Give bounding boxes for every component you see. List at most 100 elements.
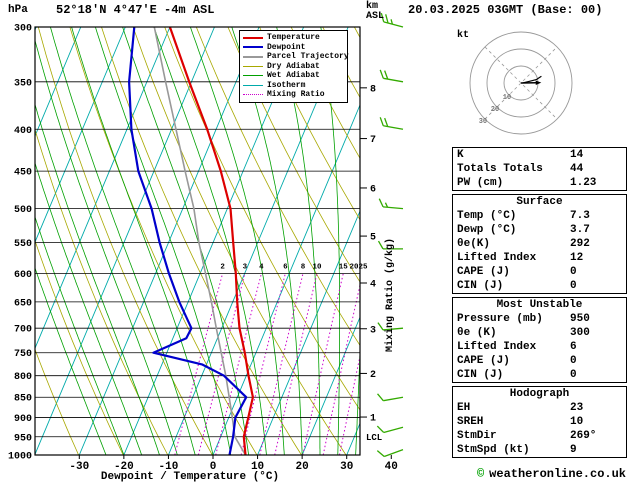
stats-row-label: Totals Totals [457, 163, 543, 175]
legend: Temperature Dewpoint Parcel Trajectory Dry … [239, 30, 349, 103]
temperature-tick-label: 20 [296, 461, 309, 473]
stats-row-label: Dewp (°C) [457, 224, 517, 236]
pressure-tick-label: 1000 [8, 452, 32, 463]
stats-section-indices: K 14 Totals Totals 44 PW (cm) 1.23 [452, 147, 627, 191]
alt-unit-asl: ASL [366, 11, 385, 22]
temperature-tick-label: 40 [385, 461, 398, 473]
wind-barbs [376, 12, 404, 458]
dewpoint-curve [128, 27, 248, 455]
altitude-axis: 1 2 3 4 5 6 7 8 [360, 84, 376, 425]
stats-row: Lifted Index 6 [453, 340, 626, 354]
legend-label: Parcel Trajectory [267, 52, 349, 62]
pressure-tick-label: 900 [14, 414, 32, 425]
stats-row-label: Temp (°C) [457, 210, 517, 222]
stats-row-label: CIN (J) [457, 369, 504, 381]
sounding-profiles [128, 27, 254, 455]
stats-row-value: 0 [570, 280, 577, 292]
stats-row-value: 300 [570, 327, 590, 339]
stats-row-label: EH [457, 402, 471, 414]
wind-barb-staff [383, 77, 404, 83]
pressure-tick-label: 750 [14, 349, 32, 360]
km-tick-label: 8 [370, 84, 376, 95]
stats-row-label: PW (cm) [457, 177, 504, 189]
wet-adiabat-line [35, 39, 178, 455]
mixing-ratio-value-label: 25 [358, 263, 368, 271]
stats-row: Lifted Index 12 [453, 251, 626, 265]
temperature-axis: -30 -20 -10 0 10 20 30 40 [69, 455, 398, 473]
legend-entry-wet-adiabat: Wet Adiabat [243, 71, 344, 81]
stats-row-value: 0 [570, 355, 577, 367]
stats-section-title: Surface [516, 196, 563, 208]
mixing-ratio-value-label: 10 [312, 263, 322, 271]
dry-adiabat-line [35, 348, 79, 455]
isotherm-line [212, 103, 360, 455]
km-tick-label: 7 [370, 135, 376, 146]
isotherm-line [78, 27, 260, 455]
dry-adiabat-line [37, 27, 213, 455]
isotherm-line [301, 316, 360, 455]
stats-row-label: θe(K) [457, 238, 491, 250]
pressure-tick-label: 300 [14, 24, 32, 35]
wind-barb-full-tick [379, 69, 384, 79]
wind-barb-half-tick [384, 202, 389, 208]
wind-barb-full-tick [377, 322, 384, 331]
dry-adiabat-line [227, 27, 360, 283]
mixing-ratio-line [215, 273, 262, 455]
hodograph-ring-label: 10 [503, 94, 511, 102]
mixing-ratio-value-label: 2 [220, 263, 225, 271]
stats-row-value: 44 [570, 163, 584, 175]
mixing-ratio-line [339, 354, 360, 455]
stats-section-title: Hodograph [509, 388, 570, 400]
isotherm-line [257, 209, 360, 455]
legend-line-sample [243, 94, 263, 96]
stats-row-value: 3.7 [570, 224, 590, 236]
stats-row: SREH 10 [453, 415, 626, 429]
legend-entry-temperature: Temperature [243, 33, 344, 43]
stats-section-most-unstable: Most Unstable Pressure (mb) 950 θe (K) 300 Li… [452, 297, 627, 383]
temperature-tick-label: 30 [340, 461, 353, 473]
pressure-tick-label: 350 [14, 78, 32, 89]
stats-section-hodograph: Hodograph EH 23 SREH 10 StmDir 269° StmSpd (kt)… [452, 386, 627, 458]
stats-row: StmDir 269° [453, 429, 626, 443]
stats-row-value: 7.3 [570, 210, 590, 222]
stats-row-value: 292 [570, 238, 590, 250]
stats-row: EH 23 [453, 401, 626, 415]
wind-barb-full-tick [385, 14, 389, 24]
legend-line-sample [243, 46, 263, 49]
hodograph-unit-label: kt [457, 29, 469, 41]
wind-barb-staff [383, 125, 404, 130]
stats-row-value: 12 [570, 252, 584, 264]
wind-barb-full-tick [384, 117, 389, 127]
storm-motion-arrowhead [535, 80, 542, 85]
mixing-ratio-line [302, 273, 344, 455]
wind-barb-staff [383, 21, 404, 28]
stats-row-label: CAPE (J) [457, 266, 510, 278]
plot-border [34, 26, 361, 456]
stats-row: θe (K) 300 [453, 326, 626, 340]
wet-adiabat-line [355, 343, 360, 455]
stats-row: K 14 [453, 148, 626, 162]
stats-row-label: StmDir [457, 430, 497, 442]
x-axis-label: Dewpoint / Temperature (°C) [100, 471, 280, 483]
legend-label: Dry Adiabat [267, 61, 320, 71]
km-tick-label: 6 [370, 184, 376, 195]
station-title: 52°18'N 4°47'E -4m ASL [56, 3, 215, 17]
km-tick-label: 2 [370, 370, 376, 381]
pressure-tick-label: 650 [14, 298, 32, 309]
mixing-ratio-line [197, 273, 246, 455]
copyright-text: weatheronline.co.uk [489, 467, 626, 481]
dry-adiabat-line [259, 27, 360, 221]
km-tick-label: 3 [370, 325, 376, 336]
isotherm-line [35, 27, 215, 455]
stats-row: StmSpd (kt) 9 [453, 443, 626, 457]
stats-row-value: 0 [570, 369, 577, 381]
parcel-trajectory-curve [153, 27, 247, 455]
stats-row-label: StmSpd (kt) [457, 444, 530, 456]
wet-adiabat-line [50, 27, 196, 455]
mixing-ratio-axis-label: Mixing Ratio (g/kg) [385, 237, 396, 352]
mixing-ratio-value-label: 8 [301, 263, 306, 271]
stats-tables: K 14 Totals Totals 44 PW (cm) 1.23 Surface Temp… [452, 147, 627, 458]
legend-entry-dry-adiabat: Dry Adiabat [243, 62, 344, 72]
legend-line-sample [243, 65, 263, 67]
